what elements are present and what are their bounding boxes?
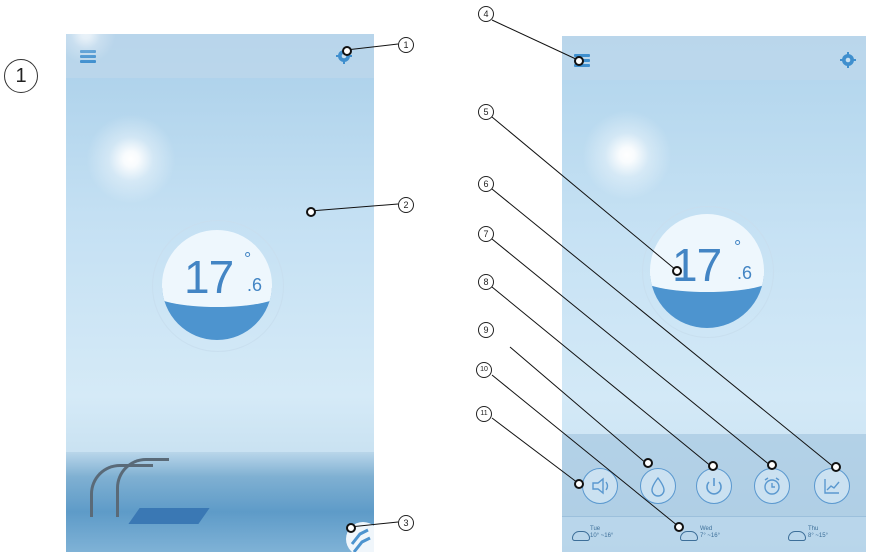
callout-dot xyxy=(306,207,316,217)
water-wave xyxy=(162,277,272,307)
callout-dot xyxy=(346,523,356,533)
temperature-integer: 17 xyxy=(672,239,722,291)
callout-dot xyxy=(574,56,584,66)
forecast-range-label: 7° ~16° xyxy=(700,533,720,539)
callout-dot xyxy=(574,479,584,489)
water-drop-icon xyxy=(651,476,665,497)
callout-3: 3 xyxy=(398,515,414,531)
temperature-integer: 17 xyxy=(184,251,234,303)
forecast-day-label: Thu xyxy=(808,526,819,532)
chart-button[interactable] xyxy=(814,468,850,504)
forecast-range-label: 8° ~15° xyxy=(808,533,828,539)
top-bar xyxy=(562,36,866,80)
sun-glare xyxy=(86,114,176,204)
sun-glare xyxy=(582,110,672,200)
callout-8: 8 xyxy=(478,274,494,290)
callout-dot xyxy=(672,266,682,276)
dial-ring xyxy=(642,206,774,338)
water-drop-button[interactable] xyxy=(640,468,676,504)
temperature-dial[interactable] xyxy=(162,230,272,340)
callout-dot xyxy=(708,461,718,471)
cloud-icon xyxy=(788,531,806,541)
pool-ladder-rail-2 xyxy=(116,458,169,517)
forecast-day-tue: Tue 10° ~16° xyxy=(590,526,613,540)
figure-label: 1 xyxy=(4,59,38,93)
callout-9: 9 xyxy=(478,322,494,338)
pool-ladder-rail xyxy=(90,464,153,517)
pool-background xyxy=(66,452,374,552)
callout-dot xyxy=(767,460,777,470)
power-icon xyxy=(706,478,722,495)
weather-forecast: Tue 10° ~16° Wed 7° ~16° Thu 8° ~15° xyxy=(562,516,866,552)
app-screen-main: 17 ° .6 xyxy=(66,34,374,552)
temperature-readout: 17 ° .6 xyxy=(672,238,762,292)
chevron-up-icon xyxy=(350,528,371,552)
cloud-icon xyxy=(680,531,698,541)
temperature-readout: 17 ° .6 xyxy=(184,250,274,304)
forecast-day-label: Tue xyxy=(590,526,601,532)
forecast-day-thu: Thu 8° ~15° xyxy=(808,526,828,540)
degree-symbol: ° xyxy=(244,249,252,269)
forecast-day-wed: Wed 7° ~16° xyxy=(700,526,720,540)
dial-ring xyxy=(152,220,284,352)
water-wave xyxy=(650,262,764,292)
chart-icon xyxy=(824,479,840,494)
callout-1: 1 xyxy=(398,37,414,53)
callout-dot xyxy=(342,46,352,56)
callout-6: 6 xyxy=(478,176,494,192)
forecast-day-label: Wed xyxy=(700,526,713,532)
callout-dot xyxy=(643,458,653,468)
callout-5: 5 xyxy=(478,104,494,120)
callout-dot xyxy=(674,522,684,532)
temperature-dial[interactable] xyxy=(650,214,764,328)
callout-4: 4 xyxy=(478,6,494,22)
callout-2: 2 xyxy=(398,197,414,213)
temperature-decimal: .6 xyxy=(247,275,263,295)
top-bar xyxy=(66,34,374,78)
cloud-icon xyxy=(572,531,590,541)
temperature-decimal: .6 xyxy=(737,263,753,283)
callout-7: 7 xyxy=(478,226,494,242)
degree-symbol: ° xyxy=(734,237,742,257)
callout-10: 10 xyxy=(476,362,492,378)
alarm-clock-icon xyxy=(764,477,780,495)
forecast-range-label: 10° ~16° xyxy=(590,533,614,539)
callout-11: 11 xyxy=(476,406,492,422)
speaker-icon xyxy=(592,477,609,495)
gear-icon[interactable] xyxy=(840,52,856,68)
callout-dot xyxy=(831,462,841,472)
